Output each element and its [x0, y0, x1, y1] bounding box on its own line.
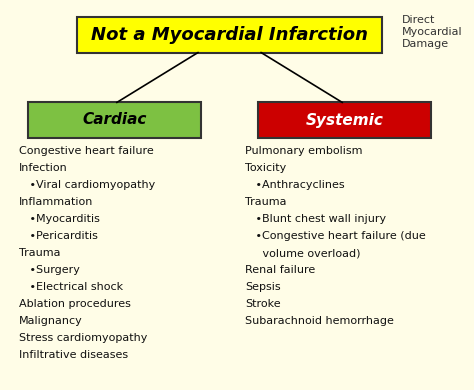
- Text: Malignancy: Malignancy: [19, 316, 83, 326]
- Text: Direct
Myocardial
Damage: Direct Myocardial Damage: [402, 15, 463, 49]
- FancyBboxPatch shape: [258, 102, 431, 138]
- Text: •Blunt chest wall injury: •Blunt chest wall injury: [245, 214, 386, 224]
- Text: •Anthracyclines: •Anthracyclines: [245, 180, 345, 190]
- FancyBboxPatch shape: [27, 102, 201, 138]
- Text: Trauma: Trauma: [245, 197, 287, 207]
- Text: volume overload): volume overload): [245, 248, 361, 258]
- Text: Infection: Infection: [19, 163, 68, 173]
- Text: Stress cardiomyopathy: Stress cardiomyopathy: [19, 333, 148, 343]
- Text: Stroke: Stroke: [245, 299, 281, 309]
- Text: Not a Myocardial Infarction: Not a Myocardial Infarction: [91, 26, 368, 44]
- Text: Ablation procedures: Ablation procedures: [19, 299, 131, 309]
- Text: Cardiac: Cardiac: [82, 112, 146, 128]
- Text: Renal failure: Renal failure: [245, 265, 315, 275]
- Text: Trauma: Trauma: [19, 248, 61, 258]
- Text: •Surgery: •Surgery: [19, 265, 80, 275]
- Text: Toxicity: Toxicity: [245, 163, 286, 173]
- Text: •Congestive heart failure (due: •Congestive heart failure (due: [245, 231, 426, 241]
- Text: Congestive heart failure: Congestive heart failure: [19, 146, 154, 156]
- Text: Pulmonary embolism: Pulmonary embolism: [245, 146, 363, 156]
- Text: •Electrical shock: •Electrical shock: [19, 282, 124, 292]
- Text: Inflammation: Inflammation: [19, 197, 94, 207]
- Text: •Viral cardiomyopathy: •Viral cardiomyopathy: [19, 180, 155, 190]
- Text: •Pericarditis: •Pericarditis: [19, 231, 98, 241]
- Text: Infiltrative diseases: Infiltrative diseases: [19, 350, 128, 360]
- Text: Subarachnoid hemorrhage: Subarachnoid hemorrhage: [245, 316, 394, 326]
- Text: •Myocarditis: •Myocarditis: [19, 214, 100, 224]
- Text: Systemic: Systemic: [306, 112, 384, 128]
- Text: Sepsis: Sepsis: [245, 282, 281, 292]
- FancyBboxPatch shape: [77, 17, 382, 53]
